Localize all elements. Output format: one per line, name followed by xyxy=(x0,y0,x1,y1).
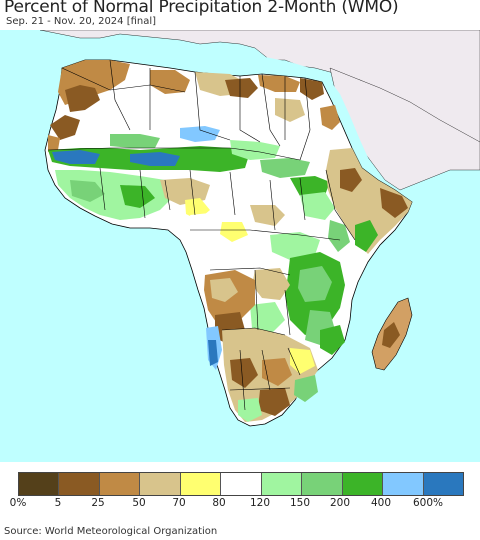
precipitation-map xyxy=(0,30,480,462)
legend-swatch xyxy=(221,473,262,495)
color-legend: 0% 5 25 50 70 80 120 150 200 400 600% xyxy=(0,470,480,510)
legend-label: 0% xyxy=(9,497,27,509)
date-range-subtitle: Sep. 21 - Nov. 20, 2024 [final] xyxy=(6,16,157,27)
legend-swatch xyxy=(140,473,181,495)
legend-label: 120 xyxy=(249,497,271,509)
legend-label: 5 xyxy=(54,497,62,509)
legend-label: 70 xyxy=(172,497,186,509)
legend-label: 600% xyxy=(412,497,444,509)
red-sea xyxy=(322,78,370,168)
legend-swatch xyxy=(423,473,463,495)
legend-swatch xyxy=(261,473,303,495)
legend-swatch xyxy=(19,473,60,495)
legend-swatch xyxy=(180,473,222,495)
legend-swatch xyxy=(59,473,100,495)
legend-swatch xyxy=(99,473,141,495)
source-credit: Source: World Meteorological Organizatio… xyxy=(4,526,218,537)
legend-label: 25 xyxy=(91,497,105,509)
legend-color-bar xyxy=(18,472,464,496)
legend-label: 150 xyxy=(289,497,311,509)
country-borders xyxy=(47,59,356,411)
page-title: Percent of Normal Precipitation 2-Month … xyxy=(4,0,399,17)
legend-swatch xyxy=(383,473,424,495)
legend-label: 200 xyxy=(329,497,351,509)
legend-swatch xyxy=(302,473,343,495)
legend-label: 50 xyxy=(132,497,146,509)
legend-label: 80 xyxy=(212,497,226,509)
legend-swatch xyxy=(342,473,384,495)
mediterranean-sea xyxy=(75,44,320,74)
legend-label: 400 xyxy=(370,497,392,509)
